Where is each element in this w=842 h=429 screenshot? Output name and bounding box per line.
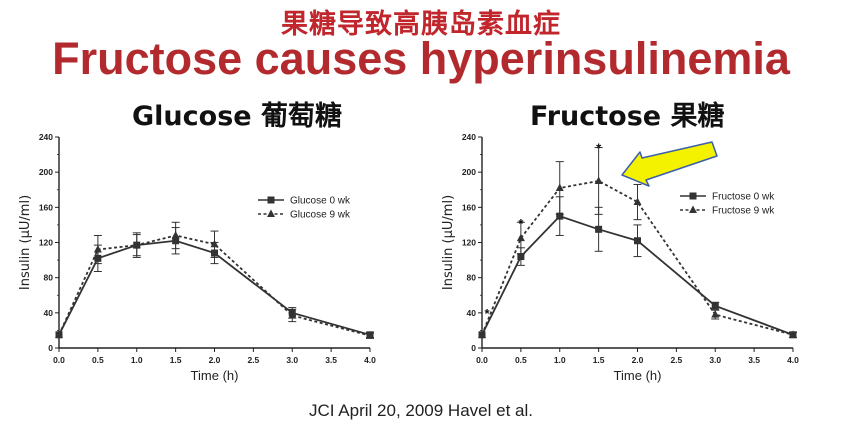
x-tick-label: 2.5 [670, 355, 682, 365]
y-tick-label: 0 [471, 343, 476, 353]
x-tick-label: 2.0 [209, 355, 221, 365]
x-tick-label: 3.0 [709, 355, 721, 365]
significance-star: * [596, 141, 602, 156]
x-tick-label: 4.0 [787, 355, 799, 365]
data-point [634, 237, 641, 245]
glucose-chart: 0 40 80 120 160 200 240 0.0 0.5 1.0 1.5 2.0 2.5 3.0 3.… [18, 132, 376, 383]
citation: JCI April 20, 2009 Havel et al. [309, 401, 533, 420]
legend-marker [689, 192, 697, 200]
y-tick-label: 120 [462, 238, 476, 248]
data-point [55, 330, 63, 338]
fructose-chart: 0 40 80 120 160 200 240 0.0 0.5 1.0 1.5 2.0 2.5 3.0 3.… [441, 132, 799, 383]
data-point [789, 330, 797, 338]
data-point [516, 233, 525, 242]
data-point [556, 212, 564, 220]
data-point [517, 253, 525, 261]
fructose-panel-title: Fructose 果糖 [530, 101, 725, 132]
data-point [93, 245, 102, 253]
legend-marker [267, 209, 275, 217]
x-tick-label: 0.0 [53, 355, 65, 365]
data-point [594, 176, 603, 184]
x-tick-label: 3.5 [748, 355, 760, 365]
y-tick-label: 160 [39, 202, 53, 212]
x-tick-label: 0.0 [476, 355, 488, 365]
y-tick-label: 200 [39, 167, 53, 177]
x-tick-label: 2.5 [247, 355, 259, 365]
x-tick-label: 1.5 [170, 355, 182, 365]
x-tick-label: 1.5 [593, 355, 605, 365]
y-axis-label: Insulin (μU/ml) [441, 195, 456, 290]
data-point [132, 240, 141, 249]
data-point [711, 310, 720, 318]
x-tick-label: 1.0 [131, 355, 143, 365]
data-point [555, 183, 564, 191]
x-tick-label: 0.5 [92, 355, 104, 365]
y-tick-label: 200 [462, 167, 476, 177]
y-tick-label: 120 [39, 238, 53, 248]
glucose-panel-title: Glucose 葡萄糖 [132, 101, 342, 132]
x-tick-label: 1.0 [554, 355, 566, 365]
significance-star: * [484, 306, 490, 321]
x-axis-label: Time (h) [614, 368, 662, 383]
legend-label: Fructose 9 wk [712, 206, 775, 217]
x-axis-label: Time (h) [191, 368, 239, 383]
y-tick-label: 40 [44, 308, 54, 318]
data-point [633, 197, 642, 206]
data-point [171, 230, 180, 239]
chinese-title: 果糖导致高胰岛素血症 [281, 9, 561, 40]
x-tick-label: 4.0 [364, 355, 376, 365]
y-tick-label: 0 [48, 343, 53, 353]
legend-label: Glucose 0 wk [290, 196, 351, 207]
yellow-arrow-icon [621, 141, 718, 187]
x-tick-label: 0.5 [515, 355, 527, 365]
data-point [595, 225, 603, 233]
english-title: Fructose causes hyperinsulinemia [52, 33, 790, 84]
data-point [210, 239, 219, 248]
data-point [288, 310, 297, 319]
y-axis-label: Insulin (μU/ml) [18, 195, 33, 290]
y-tick-label: 80 [44, 273, 54, 283]
x-tick-label: 3.0 [286, 355, 298, 365]
y-tick-label: 160 [462, 202, 476, 212]
data-point [478, 330, 486, 338]
x-tick-label: 2.0 [632, 355, 644, 365]
legend-marker [267, 196, 275, 204]
y-tick-label: 80 [467, 273, 477, 283]
legend-marker [689, 205, 697, 213]
data-point [711, 302, 719, 310]
legend-label: Glucose 9 wk [290, 210, 351, 221]
x-tick-label: 3.5 [325, 355, 337, 365]
legend-label: Fructose 0 wk [712, 192, 775, 203]
y-tick-label: 240 [39, 132, 53, 142]
y-tick-label: 40 [467, 308, 477, 318]
significance-star: * [518, 216, 524, 231]
data-point [366, 331, 374, 339]
y-tick-label: 240 [462, 132, 476, 142]
